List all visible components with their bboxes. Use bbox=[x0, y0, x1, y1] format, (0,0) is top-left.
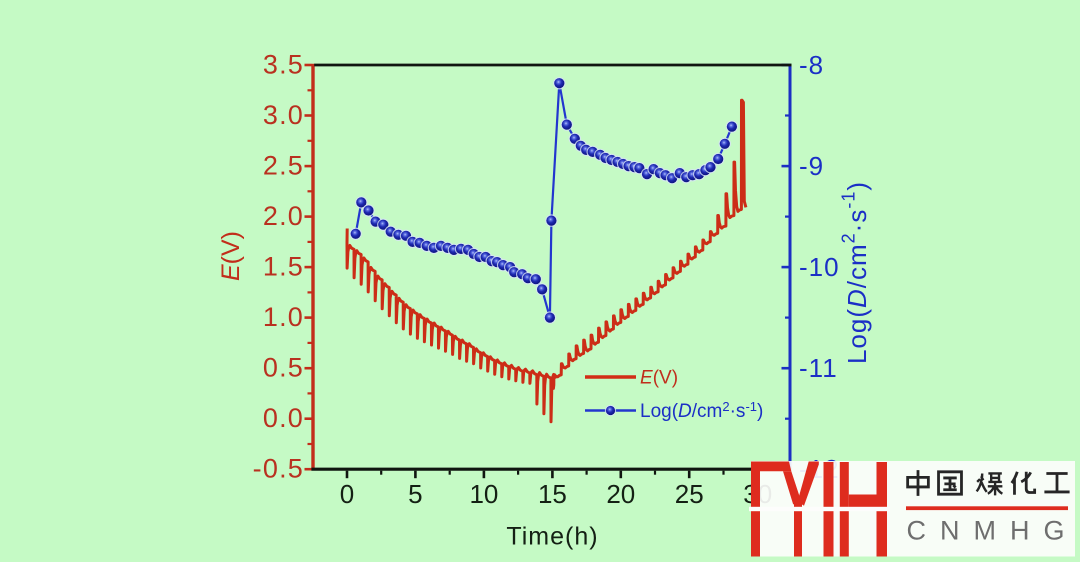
svg-text:CNMHG: CNMHG bbox=[907, 516, 1079, 546]
svg-text:2.0: 2.0 bbox=[263, 201, 304, 231]
svg-text:15: 15 bbox=[538, 479, 567, 509]
svg-text:20: 20 bbox=[606, 479, 635, 509]
svg-text:Time(h): Time(h) bbox=[506, 523, 598, 551]
svg-text:10: 10 bbox=[469, 479, 498, 509]
svg-text:E(V): E(V) bbox=[640, 368, 678, 389]
svg-text:-8: -8 bbox=[799, 50, 824, 80]
svg-text:-9: -9 bbox=[799, 151, 824, 181]
svg-text:E(V): E(V) bbox=[217, 231, 245, 281]
svg-text:3.5: 3.5 bbox=[263, 50, 304, 80]
svg-text:-10: -10 bbox=[799, 252, 840, 282]
svg-text:2.5: 2.5 bbox=[263, 151, 304, 181]
svg-text:25: 25 bbox=[675, 479, 704, 509]
svg-text:0.5: 0.5 bbox=[263, 353, 304, 383]
svg-text:0.0: 0.0 bbox=[263, 403, 304, 433]
svg-text:3.0: 3.0 bbox=[263, 100, 304, 130]
svg-text:1.5: 1.5 bbox=[263, 252, 304, 282]
svg-text:-0.5: -0.5 bbox=[253, 454, 304, 484]
svg-text:Log(D/cm2·s-1): Log(D/cm2·s-1) bbox=[839, 181, 873, 364]
svg-text:Log(D/cm2·s-1): Log(D/cm2·s-1) bbox=[640, 399, 763, 422]
svg-text:-11: -11 bbox=[799, 353, 838, 383]
svg-text:0: 0 bbox=[340, 479, 354, 509]
svg-text:1.0: 1.0 bbox=[263, 302, 304, 332]
svg-text:5: 5 bbox=[408, 479, 422, 509]
